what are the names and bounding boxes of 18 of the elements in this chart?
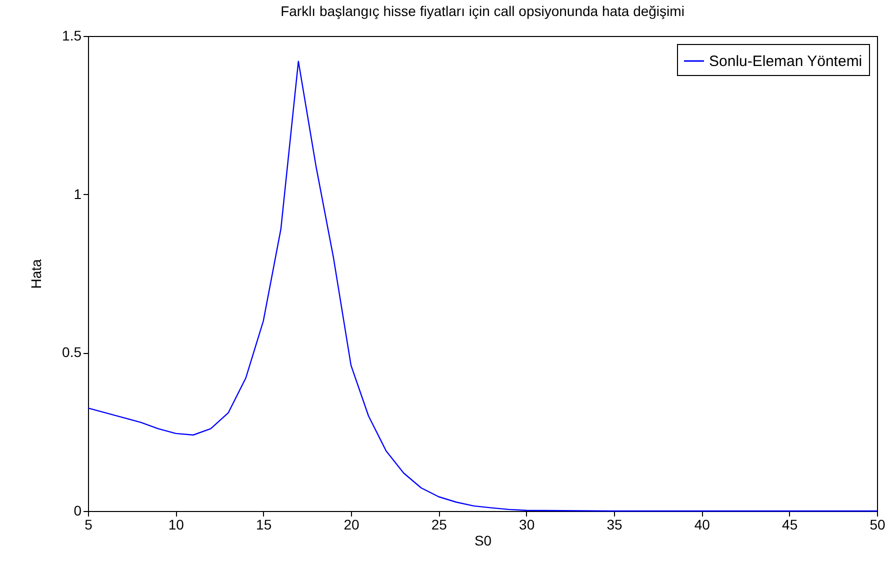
y-tick-label: 1 xyxy=(74,186,82,202)
y-tick-label: 1.5 xyxy=(62,28,82,44)
x-tick-label: 45 xyxy=(782,516,798,532)
legend-label: Sonlu-Eleman Yöntemi xyxy=(709,53,862,70)
x-tick-label: 40 xyxy=(694,516,710,532)
x-tick-label: 35 xyxy=(606,516,622,532)
x-tick-label: 30 xyxy=(519,516,535,532)
x-tick-label: 5 xyxy=(84,516,93,532)
x-tick-label: 10 xyxy=(168,516,184,532)
x-tick-label: 15 xyxy=(256,516,272,532)
x-tick-label: 25 xyxy=(431,516,448,532)
y-tick-label: 0 xyxy=(74,502,82,518)
x-tick-label: 20 xyxy=(344,516,360,532)
y-axis-title: Hata xyxy=(28,259,44,289)
x-tick-label: 50 xyxy=(870,516,886,532)
x-axis-title: S0 xyxy=(474,532,492,548)
y-tick-label: 0.5 xyxy=(62,344,82,360)
chart-title: Farklı başlangıç hisse fiyatları için call opsiyonunda hata değişimi xyxy=(280,3,684,19)
